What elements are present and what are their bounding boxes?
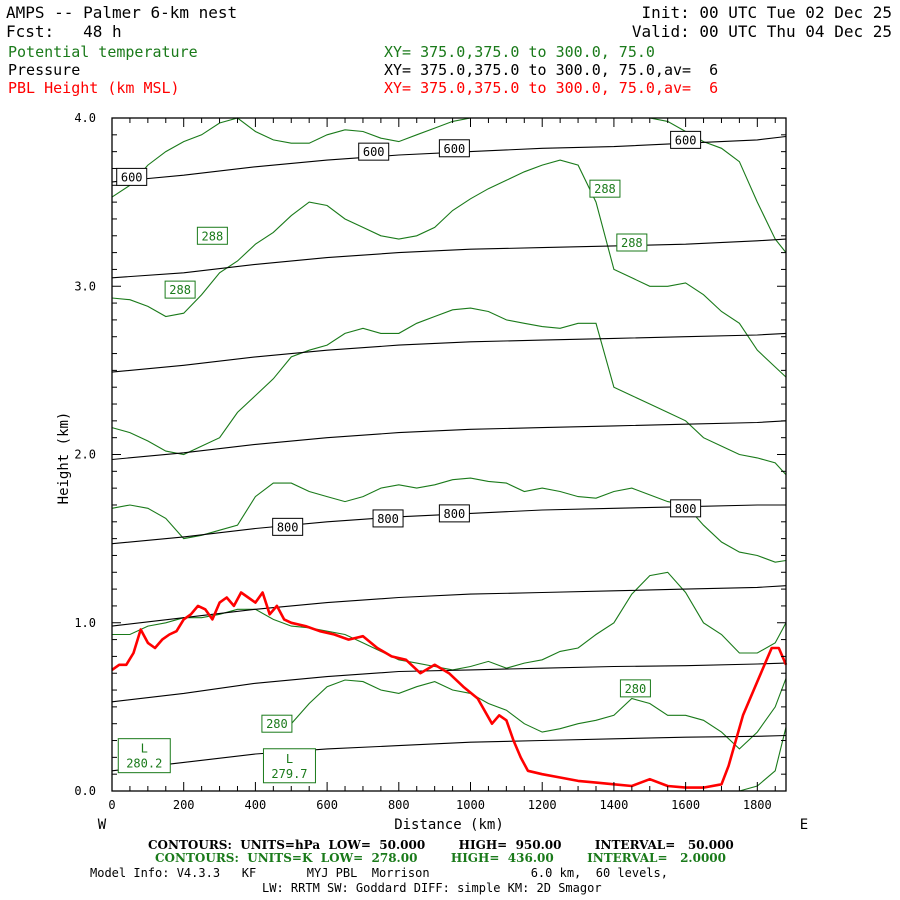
theta-label-0-box bbox=[196, 226, 228, 245]
y-tick-label: 3.0 bbox=[74, 279, 96, 293]
pressure-label-6: 800 bbox=[444, 507, 466, 521]
theta-label-2-box bbox=[589, 179, 621, 198]
pressure-contour-900 bbox=[111, 662, 787, 703]
theta-label-3: 288 bbox=[621, 236, 643, 250]
pressure-contour-950 bbox=[111, 734, 787, 772]
pressure-label-6-box bbox=[438, 504, 470, 523]
pressure-label-4: 800 bbox=[277, 520, 299, 534]
theta-contour-line-6 bbox=[111, 117, 787, 253]
x-tick-label: 600 bbox=[316, 798, 338, 812]
field-pbl-name: PBL Height (km MSL) bbox=[8, 79, 180, 97]
y-tick-label: 0.0 bbox=[74, 784, 96, 798]
low-marker-letter-1: L bbox=[286, 752, 293, 766]
x-axis-label: Distance (km) bbox=[394, 817, 504, 833]
theta-contour-line-2 bbox=[112, 571, 787, 671]
pressure-contour-850 bbox=[111, 585, 787, 627]
theta-label-0: 288 bbox=[202, 229, 224, 243]
theta-label-4-box bbox=[619, 679, 651, 698]
low-marker-box-1 bbox=[262, 748, 316, 784]
pressure-contour-600 bbox=[111, 135, 787, 183]
x-tick-label: 1200 bbox=[528, 798, 557, 812]
pressure-contour-650 bbox=[111, 238, 787, 279]
pressure-label-5-box bbox=[372, 509, 404, 528]
pressure-label-3-box bbox=[670, 130, 702, 149]
pressure-label-0-box bbox=[116, 167, 148, 186]
low-marker-box-0 bbox=[117, 738, 171, 774]
pbl-height-line bbox=[111, 591, 788, 789]
field-theta-name: Potential temperature bbox=[8, 43, 198, 61]
pressure-contour-700 bbox=[111, 332, 787, 373]
x-tick-label: 200 bbox=[173, 798, 195, 812]
init-time: Init: 00 UTC Tue 02 Dec 25 bbox=[641, 3, 892, 22]
pressure-label-3: 600 bbox=[675, 133, 697, 147]
footer-theta-contours: CONTOURS: UNITS=K LOW= 278.00 HIGH= 436.… bbox=[155, 851, 726, 865]
x-tick-label: 0 bbox=[108, 798, 115, 812]
pressure-label-5: 800 bbox=[377, 512, 399, 526]
pressure-label-2: 600 bbox=[444, 142, 466, 156]
plot-frame bbox=[111, 117, 787, 792]
x-tick-label: 800 bbox=[388, 798, 410, 812]
theta-label-3-box bbox=[616, 233, 648, 252]
forecast-hour: Fcst: 48 h bbox=[6, 22, 122, 41]
footer-pressure-contours: CONTOURS: UNITS=hPa LOW= 50.000 HIGH= 95… bbox=[148, 838, 734, 852]
pressure-label-1: 600 bbox=[363, 145, 385, 159]
field-pbl-xy: XY= 375.0,375.0 to 300.0, 75.0,av= 6 bbox=[384, 79, 719, 97]
theta-contour-line-3 bbox=[111, 477, 787, 563]
pressure-label-1-box bbox=[358, 142, 390, 161]
plot-title: AMPS -- Palmer 6-km nest bbox=[6, 3, 238, 22]
x-tick-label: 400 bbox=[245, 798, 267, 812]
pressure-contour-750 bbox=[111, 420, 787, 461]
x-tick-label: 1800 bbox=[743, 798, 772, 812]
x-tick-label: 1000 bbox=[456, 798, 485, 812]
x-tick-label: 1600 bbox=[671, 798, 700, 812]
theta-label-2: 288 bbox=[594, 182, 616, 196]
theta-contour-line-5 bbox=[111, 159, 787, 378]
low-marker-value-1: 279.7 bbox=[271, 767, 307, 781]
theta-contour-line-0 bbox=[112, 726, 787, 792]
low-marker-letter-0: L bbox=[141, 742, 148, 756]
theta-label-5-box bbox=[261, 714, 293, 733]
theta-label-1: 288 bbox=[169, 283, 191, 297]
x-tick-label: 1400 bbox=[599, 798, 628, 812]
low-marker-value-0: 280.2 bbox=[126, 757, 162, 771]
pressure-label-0: 600 bbox=[121, 170, 143, 184]
y-axis-label: Height (km) bbox=[56, 412, 72, 505]
y-tick-label: 4.0 bbox=[74, 111, 96, 125]
pressure-label-4-box bbox=[272, 517, 304, 536]
y-tick-label: 1.0 bbox=[74, 616, 96, 630]
west-label: W bbox=[98, 817, 107, 833]
pressure-contour-800 bbox=[111, 504, 786, 545]
theta-contour-line-1 bbox=[290, 678, 787, 750]
theta-contour-line-4 bbox=[111, 307, 787, 476]
theta-label-1-box bbox=[164, 280, 196, 299]
theta-label-4: 280 bbox=[625, 682, 647, 696]
pressure-label-2-box bbox=[438, 139, 470, 158]
field-pressure-name: Pressure bbox=[8, 61, 81, 79]
field-theta-xy: XY= 375.0,375.0 to 300.0, 75.0 bbox=[384, 43, 655, 61]
y-tick-label: 2.0 bbox=[74, 448, 96, 462]
pressure-label-7: 800 bbox=[675, 502, 697, 516]
field-pressure-xy: XY= 375.0,375.0 to 300.0, 75.0,av= 6 bbox=[384, 61, 719, 79]
footer-model-info: Model Info: V4.3.3 KF MYJ PBL Morrison 6… bbox=[90, 866, 668, 880]
footer-physics-info: LW: RRTM SW: Goddard DIFF: simple KM: 2D… bbox=[262, 881, 602, 895]
east-label: E bbox=[800, 817, 808, 833]
theta-label-5: 280 bbox=[266, 717, 288, 731]
valid-time: Valid: 00 UTC Thu 04 Dec 25 bbox=[631, 22, 892, 41]
pressure-label-7-box bbox=[670, 499, 702, 518]
